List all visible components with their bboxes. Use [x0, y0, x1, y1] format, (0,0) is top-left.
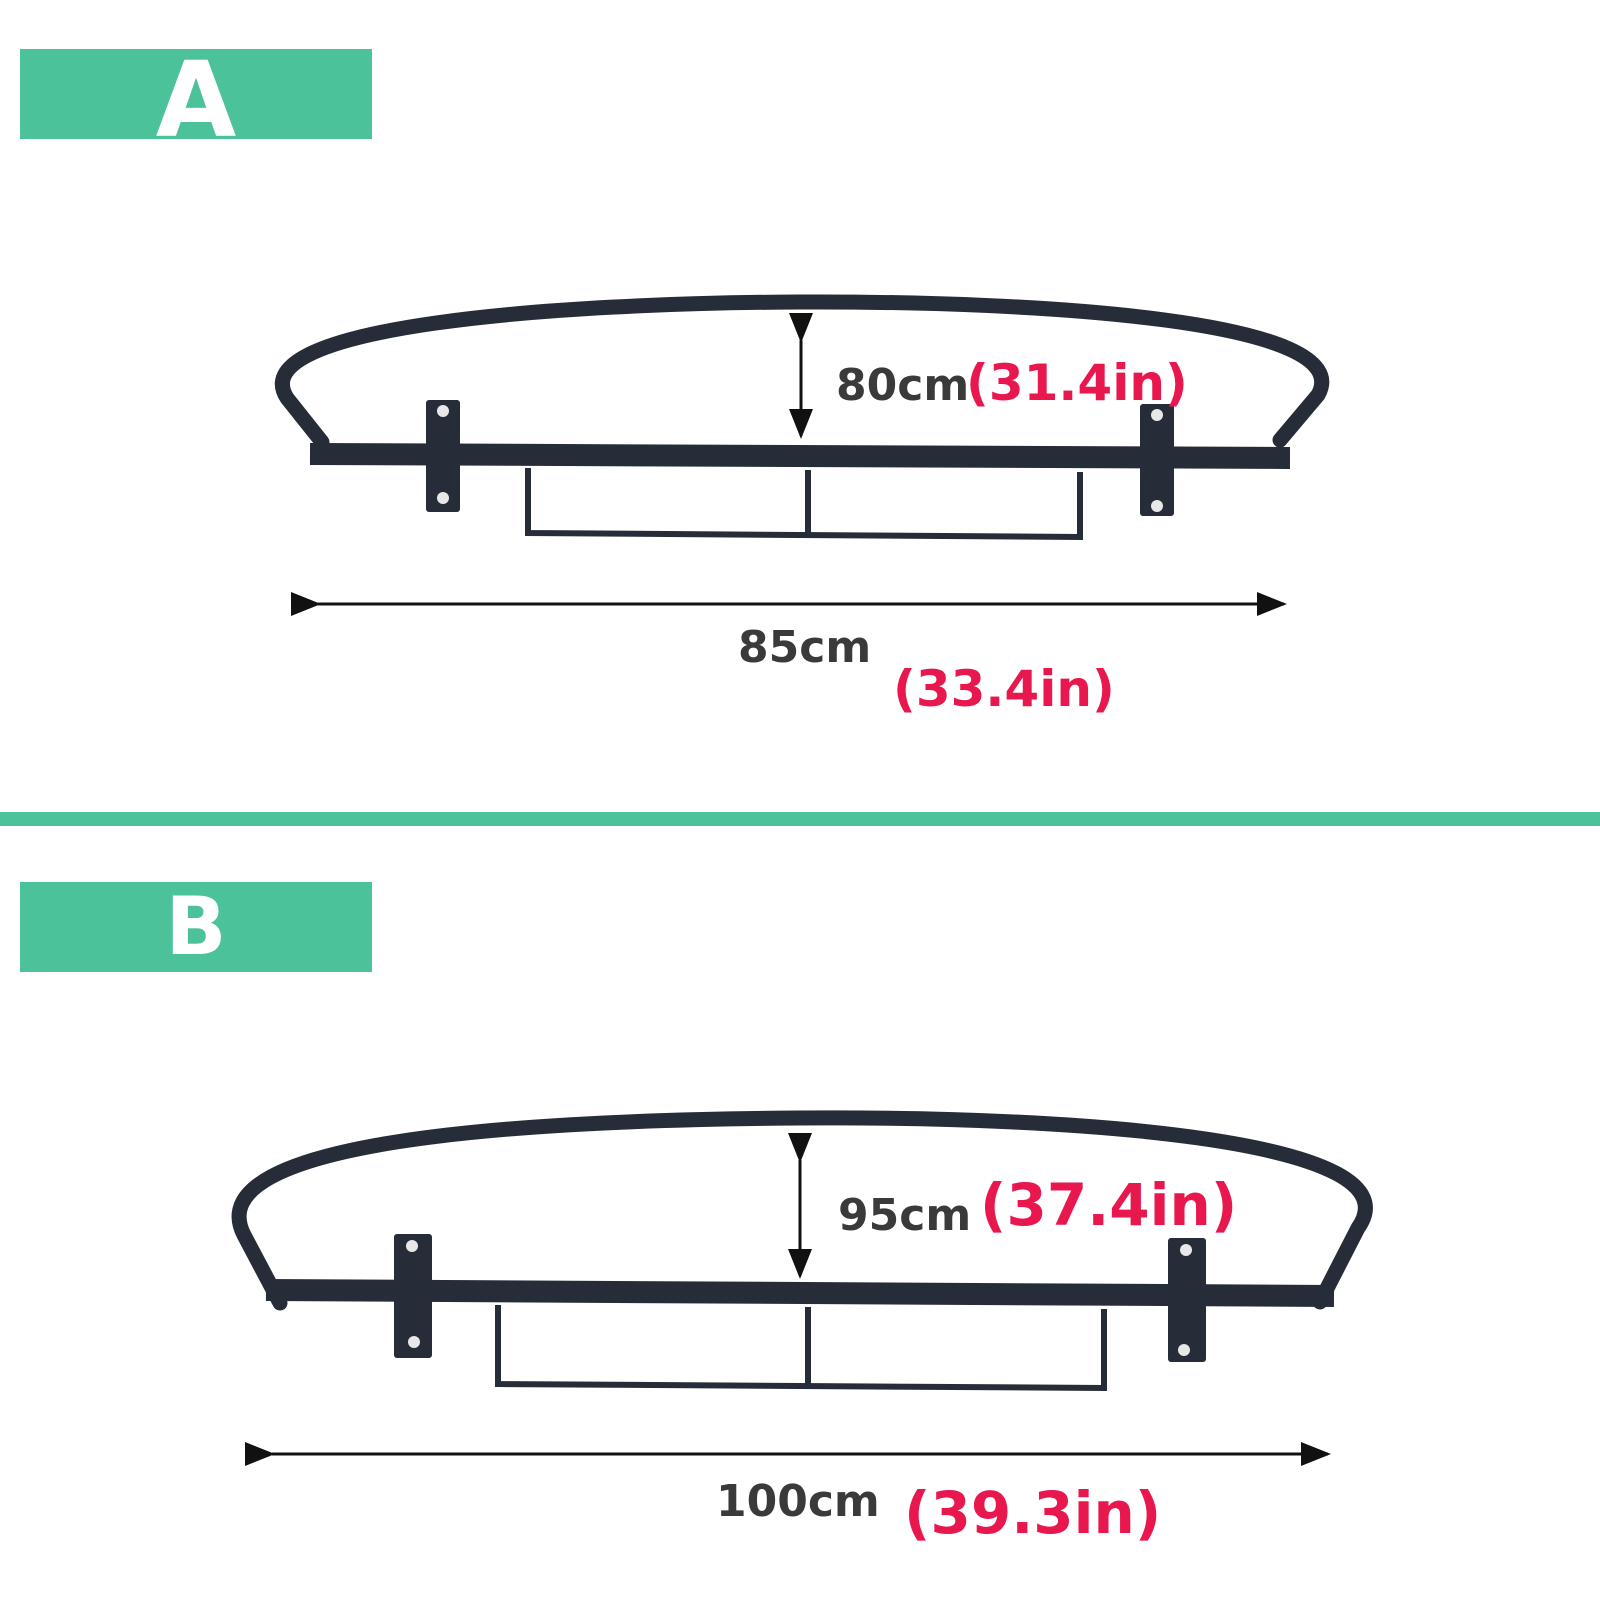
rack-b-height-in: (37.4in) — [980, 1171, 1238, 1239]
rack-b-left-bracket — [394, 1234, 432, 1358]
option-a-badge: A — [20, 48, 372, 152]
rack-b-height-cm: 95cm — [838, 1190, 972, 1241]
rack-b-curved-rail — [231, 1110, 1373, 1311]
option-b-label: B — [165, 880, 227, 973]
rack-a-curved-rail — [274, 294, 1329, 450]
rack-a-diagram — [274, 294, 1329, 616]
option-b-badge: B — [20, 882, 372, 972]
rack-a-wall-bar — [309, 443, 1291, 469]
rack-a-right-bracket — [1140, 404, 1174, 516]
rack-a-height-cm: 80cm — [836, 360, 970, 411]
rack-b-diagram — [231, 1110, 1373, 1466]
option-a-label: A — [155, 39, 237, 161]
rack-a-height-in: (31.4in) — [966, 354, 1188, 412]
rack-a-left-bracket — [426, 400, 460, 512]
rack-a-lower-bar — [525, 468, 1083, 541]
rack-b-right-bracket — [1168, 1238, 1206, 1362]
rack-b-width-in: (39.3in) — [904, 1479, 1162, 1547]
rack-b-width-cm: 100cm — [716, 1476, 880, 1527]
section-divider — [0, 812, 1600, 826]
rack-b-lower-bar — [495, 1305, 1107, 1392]
rack-b-wall-bar — [265, 1279, 1335, 1307]
rack-a-width-in: (33.4in) — [893, 660, 1115, 718]
rack-a-width-cm: 85cm — [738, 622, 872, 673]
